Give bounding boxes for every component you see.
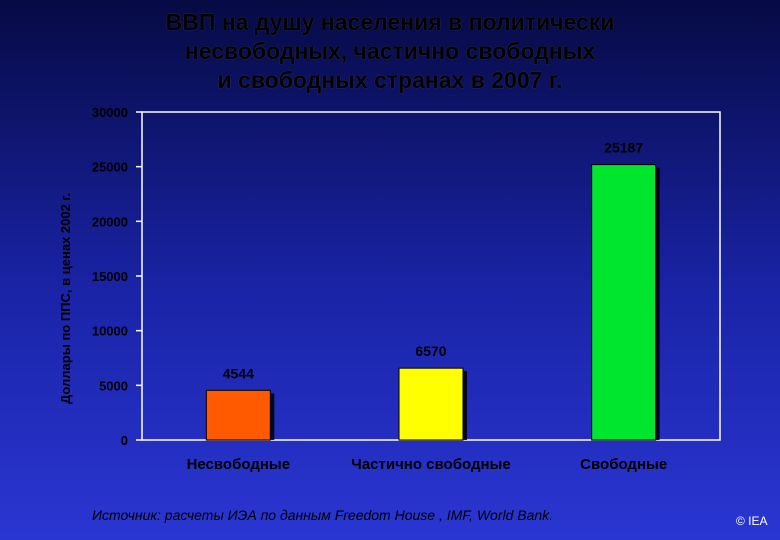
x-category-label: Частично свободные: [351, 456, 510, 473]
chart-title: ВВП на душу населения в политически несв…: [0, 8, 780, 95]
chart-title-line-1: ВВП на душу населения в политически: [165, 9, 615, 35]
y-tick-label: 20000: [92, 214, 128, 229]
bar-3: [591, 164, 657, 441]
chart-title-line-2: несвободных, частично свободных: [184, 38, 596, 64]
source-note: Источник: расчеты ИЭА по данным Freedom …: [92, 507, 554, 523]
copyright-note: © IEA: [736, 514, 768, 528]
bar-2: [398, 367, 464, 441]
y-tick-label: 30000: [92, 105, 128, 120]
bar-value-label: 4544: [223, 365, 254, 381]
x-category-label: Свободные: [580, 456, 667, 473]
chart-title-line-3: и свободных странах в 2007 г.: [217, 67, 563, 93]
y-tick-label: 15000: [92, 269, 128, 284]
y-tick-label: 5000: [99, 378, 128, 393]
x-category-label: Несвободные: [187, 456, 290, 473]
y-tick-label: 0: [121, 433, 128, 448]
y-tick-label: 10000: [92, 324, 128, 339]
bar-value-label: 6570: [415, 343, 446, 359]
y-tick-label: 25000: [92, 160, 128, 175]
bar-value-label: 25187: [604, 140, 643, 156]
bar-1: [205, 389, 271, 441]
